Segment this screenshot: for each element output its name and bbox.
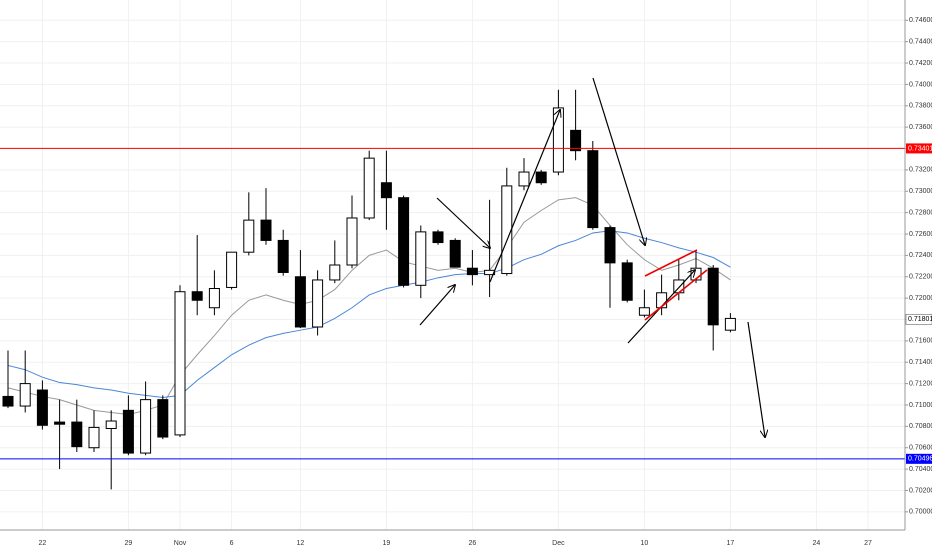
candle-body — [71, 421, 83, 448]
y-tick-label: 0.70400 — [909, 466, 932, 473]
y-tick-label: 0.71600 — [909, 338, 932, 345]
x-tick-label: 26 — [469, 540, 477, 547]
candle-body — [363, 157, 375, 219]
candle-body — [312, 279, 324, 328]
x-tick-label: 12 — [297, 540, 305, 547]
candle-body — [501, 185, 513, 275]
arrow — [592, 77, 645, 245]
candle-body — [2, 395, 14, 407]
candle-body — [191, 291, 203, 301]
y-tick-label: 0.73200 — [909, 167, 932, 174]
candle-body — [122, 409, 134, 454]
labels: 0.70000 0.70200 0.70400 0.70600 0.70800 0.710… — [39, 17, 932, 547]
y-tick-label: 0.74400 — [909, 39, 932, 46]
y-tick-label: 0.72200 — [909, 274, 932, 281]
y-tick-label: 0.70200 — [909, 487, 932, 494]
candle-body — [329, 264, 341, 281]
x-tick-label: 22 — [39, 540, 47, 547]
x-tick-label: 19 — [383, 540, 391, 547]
y-tick-label: 0.73000 — [909, 188, 932, 195]
candle-body — [140, 399, 152, 454]
candle-body — [552, 107, 564, 173]
y-tick-label: 0.73800 — [909, 103, 932, 110]
x-tick-label: 10 — [641, 540, 649, 547]
candle-body — [466, 267, 478, 276]
candle-body — [88, 426, 100, 449]
candle-body — [36, 389, 48, 426]
candle-body — [724, 317, 736, 331]
y-tick-label: 0.73600 — [909, 124, 932, 131]
y-tick-label: 0.71200 — [909, 380, 932, 387]
y-tick-label: 0.72600 — [909, 231, 932, 238]
y-tick-label: 0.70600 — [909, 445, 932, 452]
y-tick-label: 0.72800 — [909, 209, 932, 216]
candle-body — [398, 197, 410, 286]
y-tick-label: 0.71000 — [909, 402, 932, 409]
y-tick-label: 0.72400 — [909, 252, 932, 259]
wedge-line — [644, 269, 708, 321]
plot — [0, 89, 905, 490]
price-tag-label: 0.73401 — [908, 145, 932, 152]
arrow — [489, 110, 560, 283]
x-tick-label: 27 — [864, 540, 872, 547]
annotations — [419, 77, 765, 437]
y-tick-label: 0.71400 — [909, 359, 932, 366]
candle-body — [243, 219, 255, 253]
candle-body — [105, 420, 117, 429]
candle-body — [226, 251, 238, 288]
arrow — [747, 321, 765, 437]
candle-body — [415, 231, 427, 286]
y-tick-label: 0.74200 — [909, 60, 932, 67]
wedge-line — [644, 249, 698, 277]
candle-body — [638, 307, 650, 316]
candle-body — [277, 239, 289, 273]
price-tag-label: 0.70496 — [908, 456, 932, 463]
y-tick-label: 0.72000 — [909, 295, 932, 302]
candle-body — [174, 291, 186, 436]
candle-body — [570, 129, 582, 152]
x-tick-label: Dec — [552, 540, 565, 547]
x-tick-label: 24 — [813, 540, 821, 547]
last-price-tag — [905, 314, 932, 325]
arrow — [419, 285, 455, 326]
candle-body — [707, 267, 719, 326]
candle-body — [656, 292, 668, 309]
x-tick-label: Nov — [174, 540, 187, 547]
price-tag — [906, 143, 932, 154]
y-tick-label: 0.70000 — [909, 509, 932, 516]
y-tick-label: 0.70800 — [909, 423, 932, 430]
candle-body — [621, 262, 633, 301]
candle-body — [19, 383, 31, 407]
y-tick-label: 0.74000 — [909, 81, 932, 88]
candle-body — [449, 239, 461, 268]
candle-body — [587, 150, 599, 229]
candle-body — [604, 227, 616, 264]
arrow — [436, 197, 490, 248]
candle-body — [54, 421, 66, 425]
candle-body — [208, 288, 220, 309]
price-tag — [906, 453, 932, 464]
x-tick-label: 17 — [727, 540, 735, 547]
candle-body — [535, 171, 547, 184]
x-tick-label: 6 — [230, 540, 234, 547]
candle-body — [294, 276, 306, 328]
candle-body — [380, 182, 392, 199]
candle-body — [432, 231, 444, 244]
x-tick-label: 29 — [125, 540, 133, 547]
candle-body — [260, 219, 272, 241]
candle-body — [157, 399, 169, 438]
candle-body — [346, 217, 358, 266]
y-tick-label: 0.74600 — [909, 17, 932, 24]
last-price-label: 0.71801 — [908, 316, 932, 323]
candle-body — [518, 171, 530, 187]
candle-body — [484, 269, 496, 276]
